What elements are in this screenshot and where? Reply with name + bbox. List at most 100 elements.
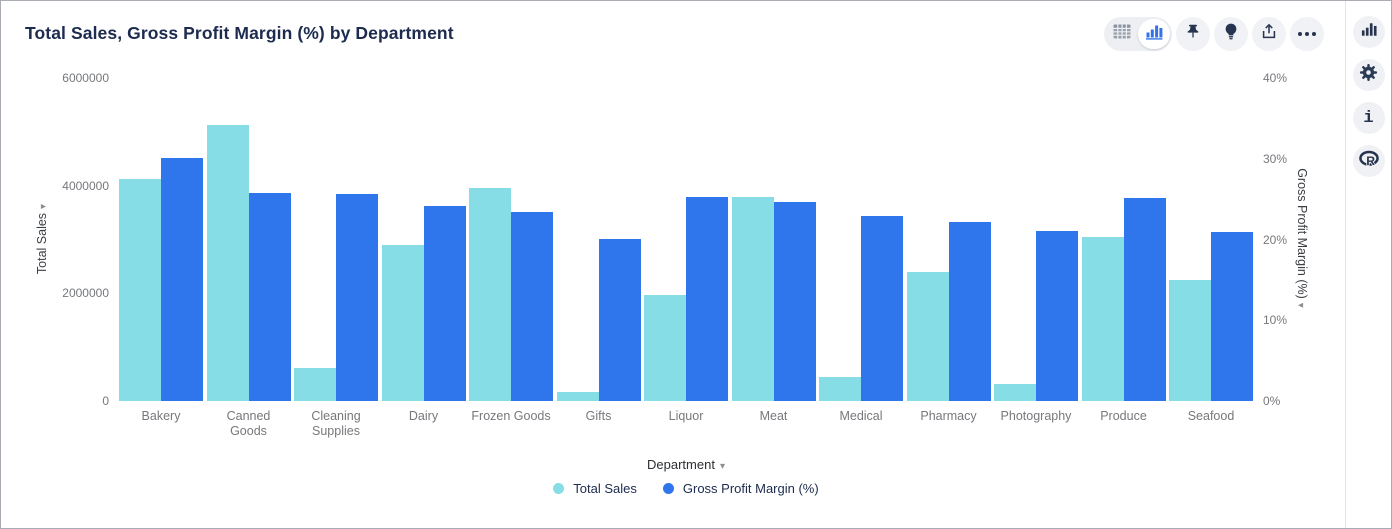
bar-total-sales[interactable] (819, 377, 861, 401)
bar-group (819, 78, 903, 401)
r-language-icon: R (1358, 150, 1380, 173)
category-label: Pharmacy (920, 409, 977, 423)
bar-gross-profit-margin[interactable] (773, 201, 816, 401)
lightbulb-icon (1222, 22, 1240, 46)
chart-area: Total Sales ▾ Gross Profit Margin (%) ▾ 60… (1, 1, 1346, 528)
left-axis-title[interactable]: Total Sales ▾ (35, 204, 49, 274)
legend-item[interactable]: Gross Profit Margin (%) (662, 481, 819, 496)
x-axis-name-text: Department (647, 457, 715, 472)
more-menu-button[interactable] (1290, 17, 1324, 51)
bar-group (1169, 78, 1253, 401)
sort-triangle-icon: ▾ (38, 203, 49, 209)
chart-view-icon (1145, 24, 1163, 45)
bar-total-sales[interactable] (906, 272, 949, 401)
legend-swatch-icon (553, 483, 565, 494)
bar-group (994, 78, 1078, 401)
dropdown-triangle-icon: ▾ (719, 461, 725, 472)
category-label: Liquor (668, 409, 704, 423)
legend: Total Sales Gross Profit Margin (%) (119, 481, 1253, 496)
category-label: Gifts (585, 409, 612, 423)
bar-gross-profit-margin[interactable] (686, 196, 728, 401)
bar-group (906, 78, 991, 401)
table-view-icon (1113, 24, 1131, 44)
svg-text:R: R (1366, 153, 1375, 167)
bar-total-sales[interactable] (731, 197, 774, 401)
info-icon: i (1363, 108, 1374, 128)
category-label: Medical (839, 409, 883, 423)
bar-total-sales[interactable] (294, 368, 336, 401)
bar-group (469, 78, 553, 401)
page-title: Total Sales, Gross Profit Margin (%) by … (25, 23, 454, 43)
settings-gear-icon (1359, 63, 1378, 87)
bar-gross-profit-margin[interactable] (1036, 230, 1078, 401)
bar-gross-profit-margin[interactable] (336, 193, 378, 401)
bar-gross-profit-margin[interactable] (598, 238, 641, 401)
share-export-icon (1260, 22, 1278, 46)
bar-total-sales[interactable] (469, 187, 511, 401)
right-axis-tick: 40% (1263, 71, 1288, 85)
category-label: Bakery (141, 409, 181, 423)
bar-gross-profit-margin[interactable] (1123, 197, 1166, 401)
legend-item[interactable]: Total Sales (553, 481, 637, 496)
bar-group (206, 78, 291, 401)
left-axis-title-text: Total Sales (35, 212, 49, 275)
bar-total-sales[interactable] (381, 244, 424, 401)
legend-label: Total Sales (573, 481, 637, 496)
category-label: Photography (1000, 409, 1072, 423)
pin-icon (1184, 23, 1202, 46)
more-ellipsis-icon (1298, 32, 1316, 36)
chart-view-button[interactable] (1138, 19, 1170, 49)
toolbar (1104, 17, 1324, 51)
x-axis-name: Department ▾ (119, 457, 1253, 472)
table-view-button[interactable] (1106, 19, 1138, 49)
bar-group (381, 78, 466, 401)
category-label: Cleaning Supplies (311, 409, 361, 438)
left-axis-tick: 0 (102, 394, 109, 408)
legend-swatch-icon (662, 483, 674, 494)
bar-group (1081, 78, 1166, 401)
bar-gross-profit-margin[interactable] (1211, 232, 1253, 401)
sort-triangle-icon: ▾ (1295, 302, 1306, 308)
chart-panel-icon (1361, 22, 1377, 42)
category-label: Canned Goods (226, 409, 271, 438)
bar-group (644, 78, 728, 401)
category-label: Seafood (1187, 409, 1235, 423)
right-axis-tick: 0% (1263, 394, 1281, 408)
legend-label: Gross Profit Margin (%) (682, 481, 819, 496)
bar-group (731, 78, 816, 401)
pin-button[interactable] (1176, 17, 1210, 51)
left-axis-tick: 4000000 (62, 178, 109, 193)
category-label: Dairy (408, 409, 439, 423)
bar-total-sales[interactable] (1081, 236, 1124, 401)
explain-button[interactable] (1214, 17, 1248, 51)
bar-group (294, 78, 378, 401)
bar-total-sales[interactable] (644, 294, 686, 401)
info-button[interactable]: i (1352, 102, 1385, 134)
bar-gross-profit-margin[interactable] (511, 212, 553, 401)
right-axis-tick: 30% (1263, 151, 1288, 166)
bar-gross-profit-margin[interactable] (423, 206, 466, 401)
bar-group (119, 78, 203, 401)
category-label: Frozen Goods (471, 409, 551, 423)
bar-total-sales[interactable] (556, 391, 599, 401)
settings-button[interactable] (1352, 59, 1385, 91)
bar-gross-profit-margin[interactable] (248, 192, 291, 401)
left-axis-tick: 6000000 (62, 71, 109, 85)
bar-total-sales[interactable] (1169, 279, 1211, 401)
bar-gross-profit-margin[interactable] (161, 157, 203, 401)
right-axis-tick: 10% (1263, 313, 1288, 328)
bar-total-sales[interactable] (206, 124, 249, 401)
side-rail: i R (1345, 1, 1391, 528)
left-axis-tick: 2000000 (62, 286, 109, 301)
bar-total-sales[interactable] (119, 178, 161, 401)
bar-gross-profit-margin[interactable] (861, 216, 903, 401)
department-dropdown[interactable]: Department ▾ (647, 457, 725, 472)
bar-total-sales[interactable] (994, 383, 1036, 401)
r-code-button[interactable]: R (1352, 145, 1385, 177)
bar-gross-profit-margin[interactable] (948, 221, 991, 401)
plot-area (119, 78, 1253, 401)
element-chart-button[interactable] (1352, 16, 1385, 48)
export-button[interactable] (1252, 17, 1286, 51)
x-axis-labels: Bakery Canned Goods Cleaning Supplies Dairy… (119, 409, 1253, 439)
